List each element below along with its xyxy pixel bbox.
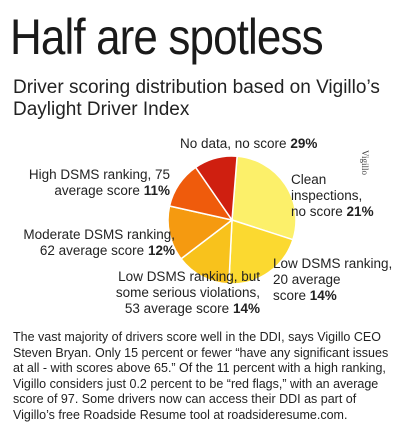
label-no-data: No data, no score 29% bbox=[180, 136, 318, 151]
pie-slice-3 bbox=[167, 205, 234, 260]
body-paragraph: The vast majority of drivers score well … bbox=[13, 330, 389, 422]
chart-subtitle: Driver scoring distribution based on Vig… bbox=[13, 77, 380, 120]
pie-slice-2 bbox=[180, 218, 233, 285]
pie-slice-1 bbox=[228, 218, 294, 285]
label-low-dsms-serious: Low DSMS ranking, but some serious viola… bbox=[115, 269, 260, 316]
headline: Half are spotless bbox=[10, 9, 324, 65]
label-moderate-dsms: Moderate DSMS ranking, 62 average score … bbox=[23, 227, 175, 258]
label-low-dsms: Low DSMS ranking, 20 average score 14% bbox=[273, 256, 393, 303]
label-high-dsms: High DSMS ranking, 75 average score 11% bbox=[28, 167, 170, 198]
pie-slice-5 bbox=[194, 155, 238, 223]
photo-credit: Vigillo bbox=[360, 150, 370, 175]
label-clean-inspections: Clean inspections, no score 21% bbox=[291, 172, 374, 219]
pie-slice-0 bbox=[231, 155, 297, 241]
